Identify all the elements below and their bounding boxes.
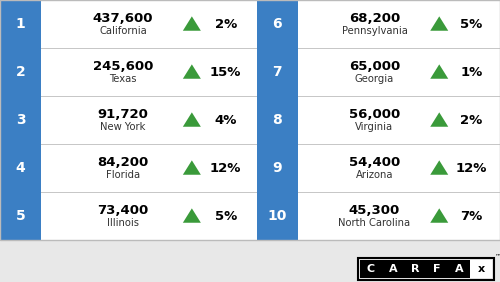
Text: Illinois: Illinois xyxy=(107,218,139,228)
Bar xyxy=(0,48,41,96)
Bar xyxy=(360,260,382,278)
Text: 12%: 12% xyxy=(456,162,487,175)
Bar xyxy=(426,260,448,278)
Text: 12%: 12% xyxy=(210,162,242,175)
Text: 3: 3 xyxy=(16,113,26,127)
Bar xyxy=(256,192,298,240)
Text: 10: 10 xyxy=(268,209,286,223)
Text: 91,720: 91,720 xyxy=(98,107,148,120)
Bar xyxy=(0,192,256,240)
Bar xyxy=(0,144,41,192)
Bar xyxy=(256,48,298,96)
Text: Georgia: Georgia xyxy=(355,74,394,84)
Polygon shape xyxy=(183,64,201,79)
Text: C: C xyxy=(367,264,375,274)
Bar xyxy=(0,240,500,282)
Bar xyxy=(470,260,492,278)
Polygon shape xyxy=(430,208,448,223)
Text: 6: 6 xyxy=(272,17,282,31)
Bar xyxy=(0,96,41,144)
Text: R: R xyxy=(411,264,419,274)
Text: ™: ™ xyxy=(495,253,500,259)
Bar xyxy=(382,260,404,278)
Bar xyxy=(0,192,41,240)
Text: 5: 5 xyxy=(16,209,26,223)
Text: 7: 7 xyxy=(272,65,282,79)
Polygon shape xyxy=(183,112,201,127)
Text: 9: 9 xyxy=(272,161,282,175)
Text: New York: New York xyxy=(100,122,146,132)
Text: 73,400: 73,400 xyxy=(98,204,148,217)
Text: 8: 8 xyxy=(272,113,282,127)
Bar xyxy=(358,258,494,280)
Bar xyxy=(0,0,500,240)
Bar xyxy=(256,96,500,144)
Text: North Carolina: North Carolina xyxy=(338,218,410,228)
Text: 45,300: 45,300 xyxy=(349,204,400,217)
Text: 54,400: 54,400 xyxy=(349,155,400,169)
Polygon shape xyxy=(183,208,201,223)
Bar xyxy=(256,0,298,48)
Text: 1%: 1% xyxy=(460,65,482,78)
Text: 2%: 2% xyxy=(460,113,482,127)
Text: 245,600: 245,600 xyxy=(92,60,153,72)
Polygon shape xyxy=(430,112,448,127)
Text: Arizona: Arizona xyxy=(356,170,393,180)
Text: Pennsylvania: Pennsylvania xyxy=(342,26,407,36)
Bar xyxy=(256,144,298,192)
Bar xyxy=(256,0,500,48)
Polygon shape xyxy=(430,160,448,175)
Bar xyxy=(0,96,256,144)
Bar xyxy=(0,0,41,48)
Text: 4%: 4% xyxy=(214,113,237,127)
Text: Virginia: Virginia xyxy=(356,122,394,132)
Text: 4: 4 xyxy=(16,161,26,175)
Bar xyxy=(0,144,256,192)
Text: 2: 2 xyxy=(16,65,26,79)
Text: 5%: 5% xyxy=(460,17,482,30)
Text: 2%: 2% xyxy=(214,17,237,30)
Polygon shape xyxy=(430,16,448,31)
Polygon shape xyxy=(183,16,201,31)
Text: 437,600: 437,600 xyxy=(92,12,153,25)
Polygon shape xyxy=(430,64,448,79)
Text: x: x xyxy=(478,264,484,274)
Text: Texas: Texas xyxy=(109,74,136,84)
Text: California: California xyxy=(99,26,147,36)
Text: 7%: 7% xyxy=(460,210,482,222)
Text: 5%: 5% xyxy=(214,210,237,222)
Bar xyxy=(404,260,426,278)
Bar xyxy=(256,192,500,240)
Bar xyxy=(448,260,470,278)
Text: A: A xyxy=(388,264,398,274)
Text: A: A xyxy=(454,264,464,274)
Bar xyxy=(256,96,298,144)
Text: 1: 1 xyxy=(16,17,26,31)
Bar xyxy=(0,48,256,96)
Text: F: F xyxy=(433,264,441,274)
Bar xyxy=(0,0,256,48)
Bar xyxy=(256,144,500,192)
Text: Florida: Florida xyxy=(106,170,140,180)
Bar xyxy=(256,48,500,96)
Text: 68,200: 68,200 xyxy=(349,12,400,25)
Text: 84,200: 84,200 xyxy=(98,155,148,169)
Text: 65,000: 65,000 xyxy=(349,60,400,72)
Polygon shape xyxy=(183,160,201,175)
Text: 15%: 15% xyxy=(210,65,242,78)
Text: 56,000: 56,000 xyxy=(349,107,400,120)
